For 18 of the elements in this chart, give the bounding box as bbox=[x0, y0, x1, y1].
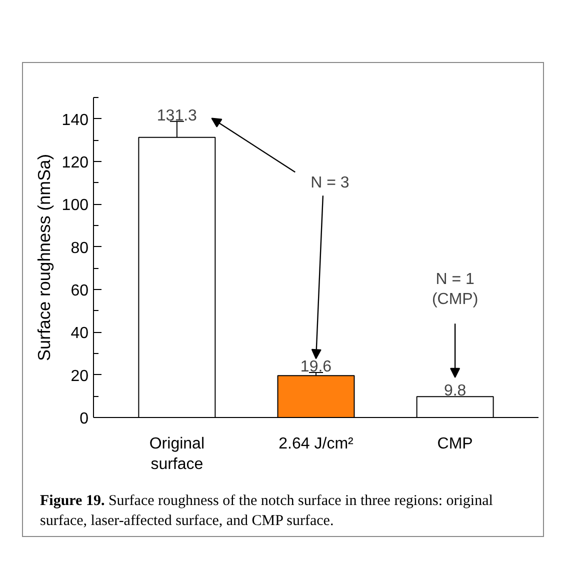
y-tick-label: 60 bbox=[70, 282, 89, 300]
y-tick-label: 20 bbox=[70, 368, 89, 385]
y-tick-label: 0 bbox=[80, 410, 89, 428]
y-tick-label: 140 bbox=[62, 112, 89, 129]
y-tick-label: 120 bbox=[62, 154, 89, 172]
x-tick-label: 2.64 J/cm² bbox=[278, 436, 354, 452]
data-label: 9.8 bbox=[444, 382, 466, 400]
y-tick-label: 80 bbox=[70, 240, 89, 257]
y-tick-label: 100 bbox=[62, 197, 89, 214]
data-label: 19.6 bbox=[300, 358, 332, 376]
annotation: N = 3 bbox=[310, 174, 350, 192]
y-tick-label: 40 bbox=[70, 325, 89, 342]
annotation: N = 1 (CMP) bbox=[432, 270, 478, 308]
x-tick-label: CMP bbox=[437, 436, 473, 452]
y-axis-title: Surface roughness (nmSa) bbox=[34, 154, 54, 362]
caption: Figure 19. Surface roughness of the notch surface in three regions: original surface, laser-affected surface, and CMP surface. bbox=[40, 492, 494, 530]
data-label: 131.3 bbox=[156, 107, 198, 124]
x-tick-label: Original surface bbox=[149, 436, 205, 473]
